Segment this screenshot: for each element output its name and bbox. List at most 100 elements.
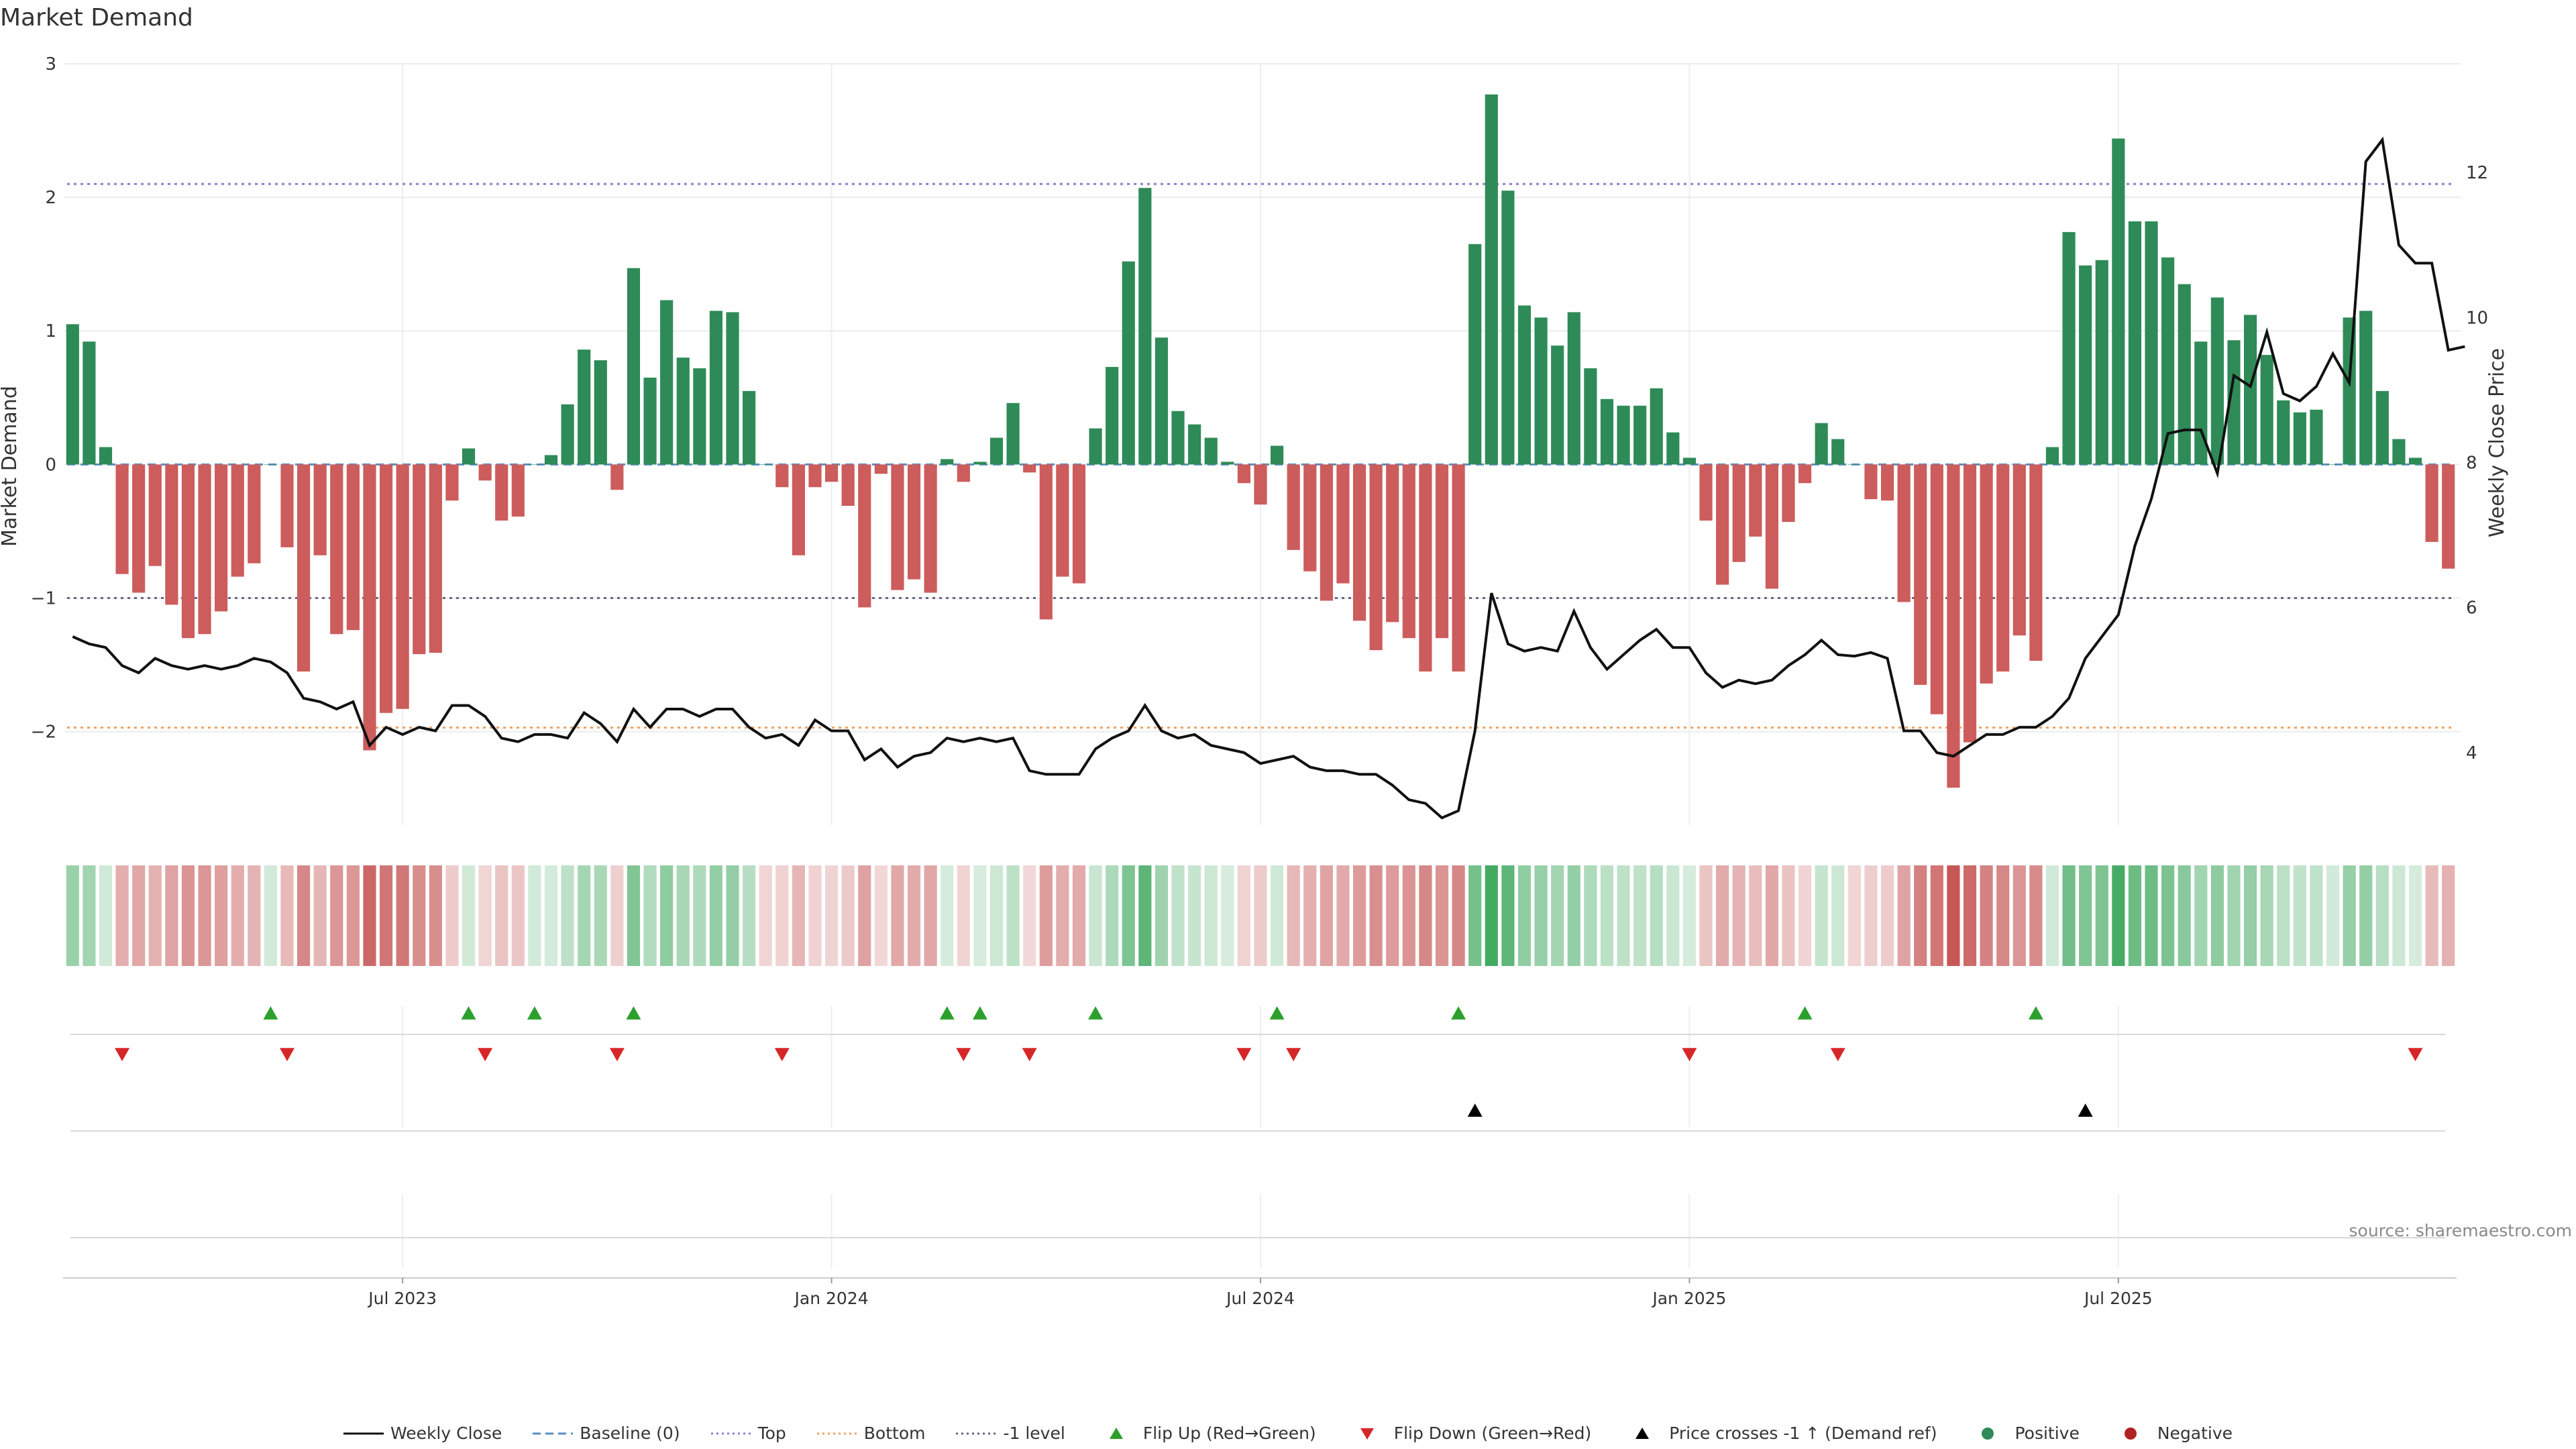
strip-cell: [1369, 865, 1383, 966]
legend-swatch: [956, 1432, 997, 1434]
strip-cell: [1980, 865, 1993, 966]
legend-swatch: [1360, 1428, 1374, 1440]
strip-cell: [989, 865, 1004, 966]
strip-cell: [660, 865, 674, 966]
strip-cell: [1864, 865, 1878, 966]
demand-bar: [495, 464, 508, 521]
demand-bar: [2277, 400, 2290, 465]
demand-bar: [2112, 138, 2125, 465]
strip-cell: [429, 865, 442, 966]
demand-bar: [181, 464, 195, 639]
demand-bar: [2145, 221, 2158, 465]
demand-bar: [1171, 411, 1185, 465]
demand-bar: [2425, 464, 2438, 542]
legend-item: Positive: [1968, 1424, 2080, 1443]
flip-up-marker: [2028, 1006, 2043, 1020]
strip-cell: [1897, 865, 1911, 966]
main-gridlines: [64, 63, 2461, 1268]
x-tick-label: Jan 2025: [1651, 1289, 1726, 1308]
strip-cell: [2145, 865, 2158, 966]
demand-bar: [1419, 464, 1432, 672]
demand-bar: [2310, 409, 2323, 465]
flip-down-marker: [1022, 1048, 1037, 1061]
strip-cell: [775, 865, 789, 966]
strip-cell: [1188, 865, 1201, 966]
strip-cell: [627, 865, 641, 966]
strip-cell: [495, 865, 508, 966]
demand-bar: [1155, 337, 1169, 465]
strip-cell: [594, 865, 607, 966]
strip-cell: [445, 865, 459, 966]
strip-cell: [1534, 865, 1548, 966]
strip-cell: [1006, 865, 1020, 966]
legend-item: Bottom: [816, 1424, 925, 1443]
y-axis-left: 3 2 1 0 −1 −2: [31, 54, 56, 743]
demand-bar: [726, 312, 739, 465]
strip-cell: [1749, 865, 1762, 966]
strip-cell: [1617, 865, 1630, 966]
demand-bar: [1138, 188, 1152, 465]
strip-cell: [478, 865, 492, 966]
demand-bar: [1485, 94, 1498, 465]
y-tick-label: 2: [45, 188, 56, 208]
demand-bar: [215, 464, 228, 612]
demand-bar: [676, 358, 690, 465]
demand-bar: [989, 437, 1004, 465]
demand-bar: [709, 311, 723, 465]
demand-bar: [941, 459, 954, 465]
demand-bar: [478, 464, 492, 481]
demand-bar: [2392, 439, 2406, 465]
demand-bar: [1204, 437, 1218, 465]
y2-tick-label: 8: [2466, 453, 2477, 474]
strip-cell: [1435, 865, 1449, 966]
strip-cell: [1880, 865, 1894, 966]
strip-cell: [1584, 865, 1597, 966]
demand-bar: [743, 390, 756, 465]
demand-bar: [83, 341, 96, 465]
x-tick-label: Jul 2023: [367, 1289, 437, 1308]
strip-cell: [1204, 865, 1218, 966]
demand-bar: [1847, 464, 1861, 465]
demand-bar: [1551, 345, 1564, 465]
strip-cell: [1320, 865, 1333, 966]
demand-bar: [924, 464, 937, 593]
demand-bar: [1897, 464, 1911, 602]
legend-item: Negative: [2110, 1424, 2233, 1443]
strip-cell: [1947, 865, 1960, 966]
strip-cell: [2359, 865, 2373, 966]
demand-bar: [1188, 424, 1201, 465]
demand-bar: [413, 464, 426, 655]
strip-cell: [1171, 865, 1185, 966]
strip-cell: [1221, 865, 1234, 966]
flip-down-marker: [115, 1048, 130, 1061]
demand-bar: [627, 268, 641, 465]
strip-cell: [874, 865, 888, 966]
legend-label: Price crosses -1 ↑ (Demand ref): [1669, 1424, 1937, 1443]
demand-bar: [2227, 340, 2241, 465]
source-note: source: sharemaestro.com: [2349, 1221, 2573, 1240]
y2-tick-label: 4: [2466, 743, 2477, 763]
strip-cell: [824, 865, 839, 966]
flip-down-marker: [774, 1048, 790, 1061]
strip-cell: [181, 865, 195, 966]
strip-cell: [2095, 865, 2108, 966]
chart-title: Market Demand: [0, 4, 193, 32]
demand-bar: [1996, 464, 2010, 672]
y-axis-label: Market Demand: [0, 386, 21, 547]
demand-bar: [66, 324, 79, 465]
strip-cell: [1914, 865, 1927, 966]
flip-up-marker: [461, 1006, 476, 1020]
strip-cell: [1666, 865, 1680, 966]
flip-down-marker: [1286, 1048, 1301, 1061]
demand-bar: [1650, 388, 1663, 465]
flip-up-marker: [263, 1006, 278, 1020]
strip-cell: [1485, 865, 1498, 966]
demand-bar: [165, 464, 178, 605]
demand-bar: [1336, 464, 1350, 584]
strip-cell: [1847, 865, 1861, 966]
demand-bar: [858, 464, 871, 608]
demand-bar: [1798, 464, 1812, 484]
strip-cell: [1517, 865, 1532, 966]
strip-cell: [1452, 865, 1465, 966]
strip-cell: [1782, 865, 1795, 966]
